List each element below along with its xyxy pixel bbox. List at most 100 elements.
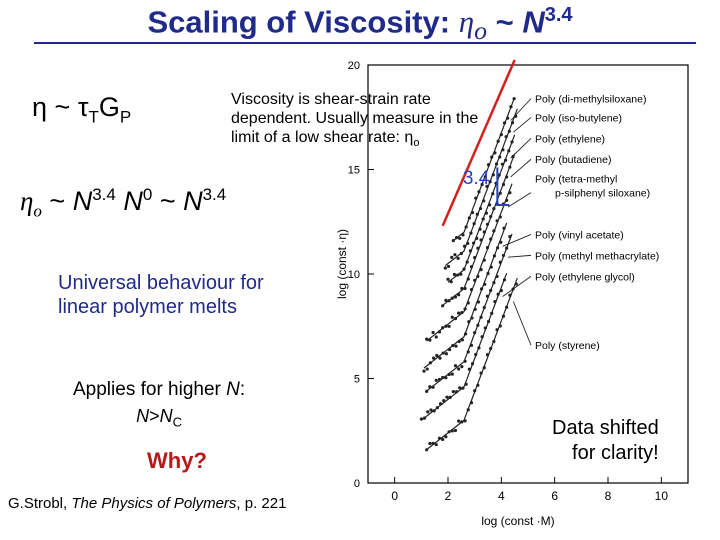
data-point (473, 255, 477, 260)
data-point (437, 330, 442, 334)
viscosity-chart: 0 2 4 6 8 10 0 5 10 15 20 log (const ·M) log (const … (335, 59, 689, 528)
data-point (474, 196, 478, 200)
data-point (445, 395, 449, 399)
series-arrow (507, 254, 532, 258)
data-point (450, 296, 454, 300)
data-point (476, 300, 480, 304)
data-point (453, 317, 458, 321)
data-point (478, 206, 483, 211)
series-line (444, 108, 518, 267)
data-point (453, 253, 457, 257)
data-point (492, 254, 496, 258)
data-point (473, 389, 477, 393)
data-point (467, 216, 471, 220)
data-point (461, 233, 465, 237)
data-point (451, 390, 455, 394)
series-label: p-silphenyl siloxane) (555, 188, 650, 200)
plot-frame (367, 64, 689, 484)
x-tick-label: 4 (498, 489, 505, 503)
data-point (502, 226, 506, 230)
data-point (441, 437, 445, 442)
data-point (501, 314, 506, 318)
data-point (491, 192, 495, 196)
data-point (489, 288, 493, 293)
data-point (475, 212, 479, 216)
series-label: Poly (ethylene) (535, 133, 605, 145)
data-point (501, 182, 506, 187)
series-line (426, 277, 518, 451)
data-point (464, 332, 468, 336)
data-point (437, 436, 442, 440)
y-tick-label: 10 (348, 269, 360, 281)
data-point (444, 298, 448, 302)
data-point (489, 214, 493, 219)
data-point (506, 116, 510, 120)
data-point (508, 165, 512, 169)
data-point (482, 230, 486, 234)
data-point (489, 346, 493, 351)
data-point (501, 253, 506, 258)
scaling-formula: ηo ~ N3.4 N0 ~ N3.4 (20, 185, 227, 221)
data-point (499, 133, 503, 137)
data-point (441, 351, 445, 355)
data-point (422, 416, 427, 420)
data-point (504, 158, 508, 162)
data-point (495, 219, 499, 223)
data-point (458, 236, 462, 240)
data-point (476, 383, 480, 387)
data-point (466, 241, 470, 245)
data-point (498, 260, 502, 264)
series-arrow (512, 301, 532, 346)
data-point (490, 311, 494, 315)
data-point (446, 277, 450, 281)
data-point (496, 292, 500, 296)
data-point (447, 324, 451, 328)
data-point (434, 335, 438, 339)
series-label: Poly (methyl methacrylate) (535, 250, 659, 262)
data-point (457, 339, 461, 344)
data-point (463, 307, 467, 311)
data-point (437, 377, 442, 382)
data-point (444, 324, 448, 328)
data-point (504, 135, 508, 139)
series-label: Poly (butadiene) (535, 154, 611, 166)
data-point (480, 182, 484, 187)
title-eta-symbol: ηo (458, 4, 487, 46)
series-arrow (513, 117, 532, 133)
data-point (453, 428, 458, 433)
data-point (444, 352, 448, 356)
data-point (466, 277, 470, 281)
data-point (514, 114, 518, 118)
data-point (444, 376, 448, 380)
data-point (425, 367, 429, 371)
data-point (470, 210, 475, 215)
series-label: Poly (styrene) (535, 340, 600, 352)
data-point (463, 419, 467, 423)
data-point (498, 215, 502, 219)
data-point (447, 430, 451, 434)
applies-condition: N>NC (136, 406, 183, 430)
data-point (428, 338, 432, 342)
data-point (508, 234, 512, 239)
data-point (432, 356, 436, 360)
data-point (478, 227, 482, 231)
y-tick-label: 0 (354, 478, 360, 490)
title-tilde: ~ (487, 4, 523, 40)
data-point (431, 441, 435, 445)
data-point (473, 331, 477, 335)
series-label: Poly (di-methylsiloxane) (535, 94, 646, 106)
series-arrow (507, 192, 532, 208)
data-point (483, 175, 487, 179)
data-point (481, 217, 485, 221)
slope-triangle (496, 167, 510, 207)
data-point (476, 274, 480, 278)
data-point (432, 409, 436, 413)
data-point (447, 372, 451, 377)
x-tick-label: 0 (391, 489, 398, 503)
data-point (492, 339, 496, 344)
data-point (466, 350, 470, 354)
data-point (482, 258, 486, 262)
data-point (485, 353, 490, 357)
data-point (505, 305, 509, 309)
data-point (456, 256, 460, 260)
